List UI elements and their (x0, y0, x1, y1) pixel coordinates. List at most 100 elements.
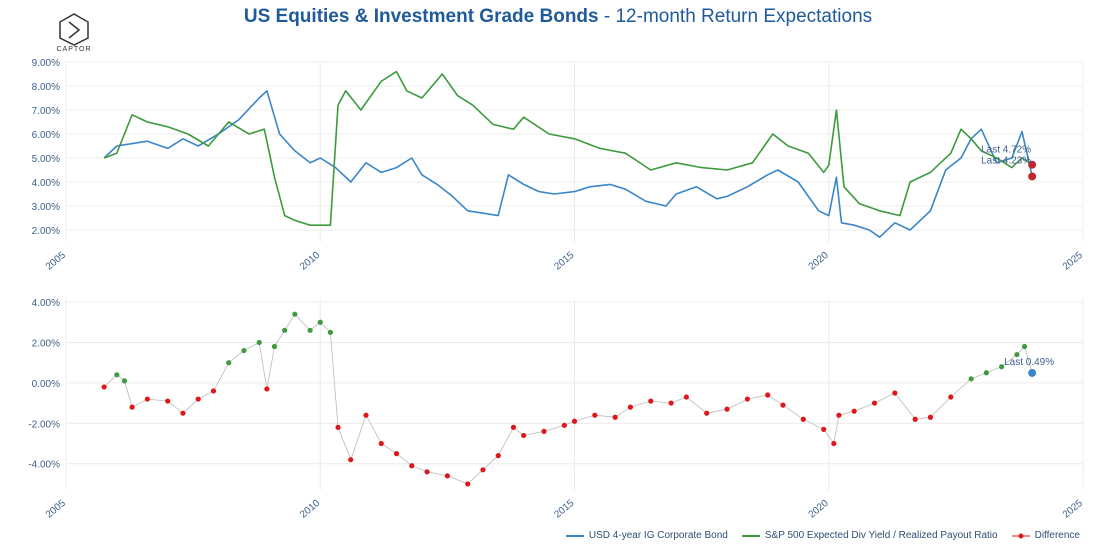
difference-point (327, 329, 334, 335)
difference-point (892, 390, 898, 396)
y-tick-label: 3.00% (32, 202, 60, 213)
difference-point (912, 416, 918, 422)
y-tick-label: 7.00% (32, 106, 60, 117)
chart-title-rest: - 12-month Return Expectations (598, 6, 873, 27)
difference-point (335, 424, 341, 430)
difference-point (765, 392, 771, 398)
difference-point (1028, 368, 1037, 377)
y-tick-label: -2.00% (28, 419, 60, 430)
equity-series-line (103, 70, 1033, 226)
difference-point (282, 327, 288, 333)
difference-point (363, 412, 369, 418)
difference-point (571, 418, 578, 424)
y-tick-label: 6.00% (32, 130, 60, 141)
y-tick-label: 4.00% (32, 298, 60, 309)
difference-point (871, 400, 878, 406)
difference-point (541, 428, 547, 434)
difference-point (424, 469, 430, 475)
difference-point (271, 343, 278, 350)
legend-equity-label: S&P 500 Expected Div Yield / Realized Pa… (764, 530, 998, 541)
difference-point (144, 396, 150, 402)
difference-point (165, 398, 171, 404)
difference-point (612, 414, 618, 420)
y-tick-label: -4.00% (28, 460, 60, 471)
difference-point (1014, 351, 1020, 358)
y-tick-label: 4.00% (32, 178, 60, 189)
x-tick-label: 2005 (44, 498, 68, 520)
legend-difference-label: Difference (1034, 530, 1080, 541)
difference-point (948, 394, 954, 400)
difference-point (836, 412, 842, 418)
difference-point (683, 394, 689, 400)
difference-point (983, 370, 989, 376)
difference-point (744, 396, 750, 402)
difference-point (465, 481, 471, 487)
logo-text: CAPTOR (56, 46, 92, 53)
chart-legend: USD 4-year IG Corporate Bond S&P 500 Exp… (565, 530, 1080, 541)
difference-point (521, 432, 527, 439)
difference-last-annotation: Last 0.49% (1004, 357, 1054, 368)
difference-point (241, 347, 247, 354)
difference-point (800, 416, 806, 422)
legend-equity-swatch (741, 534, 760, 537)
y-tick-label: 5.00% (32, 154, 60, 165)
legend-item-equity[interactable]: S&P 500 Expected Div Yield / Realized Pa… (741, 530, 998, 541)
difference-point (1021, 343, 1028, 350)
difference-point (968, 376, 974, 382)
x-tick-label: 2010 (298, 498, 322, 520)
top-line-chart: 2005 2010 2015 2020 2025 2.00% 3.00% 4.00% 5.00%… (32, 58, 1086, 273)
difference-point (627, 404, 634, 410)
difference-point (780, 402, 786, 408)
bond-last-annotation: Last 4.23% (981, 156, 1031, 167)
difference-point (495, 453, 501, 459)
x-tick-label: 2020 (807, 250, 831, 273)
difference-point (114, 372, 120, 378)
equity-last-point (1028, 160, 1037, 169)
legend-difference-swatch (1011, 533, 1030, 538)
difference-point (510, 424, 517, 430)
difference-point (210, 388, 217, 394)
difference-point (264, 386, 270, 392)
difference-point (129, 404, 135, 410)
difference-point (409, 463, 415, 469)
logo-hexagon-icon (59, 13, 89, 46)
x-tick-label: 2010 (298, 250, 322, 273)
y-tick-label: 0.00% (32, 379, 60, 390)
difference-point (704, 410, 710, 416)
bond-series-line (103, 89, 1033, 238)
legend-item-bond[interactable]: USD 4-year IG Corporate Bond (565, 530, 728, 541)
x-tick-label: 2005 (44, 250, 68, 273)
x-tick-label: 2025 (1061, 250, 1085, 273)
chart-title-bold: US Equities & Investment Grade Bonds (243, 6, 599, 27)
y-tick-label: 9.00% (32, 58, 60, 69)
difference-point (444, 473, 450, 479)
difference-point (668, 400, 674, 406)
difference-point (851, 408, 857, 414)
difference-point (121, 378, 128, 384)
difference-point (101, 384, 107, 390)
difference-point (307, 327, 313, 333)
difference-point (292, 311, 298, 317)
y-tick-label: 2.00% (32, 338, 60, 349)
difference-point (378, 440, 384, 447)
difference-point (999, 364, 1005, 370)
difference-point (226, 360, 232, 366)
captor-logo: CAPTOR (54, 12, 94, 58)
x-tick-label: 2015 (552, 250, 576, 273)
x-tick-label: 2020 (807, 498, 831, 520)
difference-point (561, 422, 567, 428)
difference-point (317, 319, 323, 325)
legend-item-difference[interactable]: Difference (1011, 530, 1080, 541)
difference-point (393, 451, 400, 457)
difference-connector-line (103, 313, 1033, 485)
y-tick-label: 8.00% (32, 82, 60, 93)
bond-last-point (1028, 172, 1037, 181)
legend-bond-label: USD 4-year IG Corporate Bond (588, 530, 728, 541)
difference-point (180, 410, 186, 416)
equity-last-annotation: Last 4.72% (981, 145, 1031, 156)
difference-point (821, 426, 827, 432)
legend-bond-swatch (565, 534, 584, 537)
difference-point (256, 339, 262, 346)
x-tick-label: 2015 (552, 498, 576, 520)
